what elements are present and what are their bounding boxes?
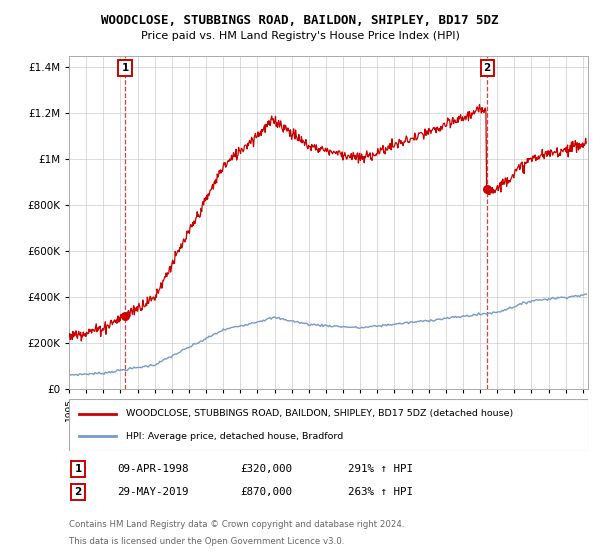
Text: Contains HM Land Registry data © Crown copyright and database right 2024.: Contains HM Land Registry data © Crown c…	[69, 520, 404, 529]
Text: This data is licensed under the Open Government Licence v3.0.: This data is licensed under the Open Gov…	[69, 537, 344, 546]
Text: 2: 2	[484, 63, 491, 73]
Text: WOODCLOSE, STUBBINGS ROAD, BAILDON, SHIPLEY, BD17 5DZ: WOODCLOSE, STUBBINGS ROAD, BAILDON, SHIP…	[101, 14, 499, 27]
Text: 09-APR-1998: 09-APR-1998	[117, 464, 188, 474]
Text: WOODCLOSE, STUBBINGS ROAD, BAILDON, SHIPLEY, BD17 5DZ (detached house): WOODCLOSE, STUBBINGS ROAD, BAILDON, SHIP…	[126, 409, 514, 418]
Text: 1: 1	[74, 464, 82, 474]
Text: HPI: Average price, detached house, Bradford: HPI: Average price, detached house, Brad…	[126, 432, 343, 441]
Text: £870,000: £870,000	[240, 487, 292, 497]
FancyBboxPatch shape	[69, 399, 588, 451]
Text: 29-MAY-2019: 29-MAY-2019	[117, 487, 188, 497]
Text: 2: 2	[74, 487, 82, 497]
Text: Price paid vs. HM Land Registry's House Price Index (HPI): Price paid vs. HM Land Registry's House …	[140, 31, 460, 41]
Text: 1: 1	[121, 63, 128, 73]
Text: 263% ↑ HPI: 263% ↑ HPI	[348, 487, 413, 497]
Text: 291% ↑ HPI: 291% ↑ HPI	[348, 464, 413, 474]
Text: £320,000: £320,000	[240, 464, 292, 474]
